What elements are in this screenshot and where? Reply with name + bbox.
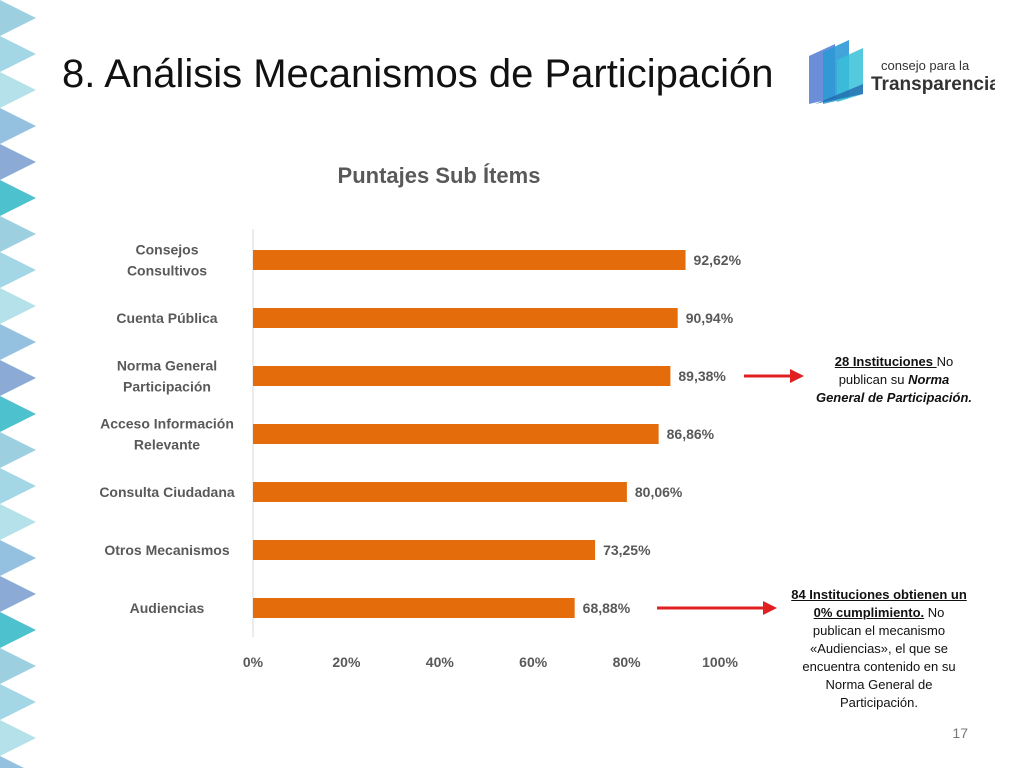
data-label: 80,06%: [635, 484, 683, 500]
arrow-note-1: [744, 369, 804, 383]
arrow-note-2-head: [763, 601, 777, 615]
note1-line1-underlined: 28 Instituciones: [834, 354, 937, 369]
decorative-chevron: [0, 540, 36, 576]
decorative-chevron: [0, 72, 36, 108]
logo-shape-4: [815, 84, 863, 104]
note2-line2-underlined: 0% cumplimiento.: [813, 605, 925, 620]
data-label: 68,88%: [583, 600, 631, 616]
note2-line7: Participación.: [839, 695, 919, 710]
category-label: Norma General Participación: [117, 358, 217, 395]
decorative-chevron: [0, 252, 36, 288]
bar: [253, 250, 686, 270]
category-label: Acceso Información Relevante: [100, 416, 234, 453]
decorative-chevron: [0, 648, 36, 684]
note1-line1-rest: No: [936, 354, 954, 369]
x-tick-label: 80%: [613, 654, 642, 670]
decorative-chevron: [0, 144, 36, 180]
category-label: Consulta Ciudadana: [99, 484, 235, 500]
note1-line2-pre: publican su: [838, 372, 909, 387]
x-tick-label: 100%: [702, 654, 738, 670]
note1-line2-emph: Norma: [908, 372, 950, 387]
category-label: Audiencias: [130, 600, 205, 616]
decorative-chevron: [0, 576, 36, 612]
decorative-chevron: [0, 216, 36, 252]
decorative-chevron: [0, 396, 36, 432]
data-label: 90,94%: [686, 310, 734, 326]
logo-text-line1: consejo para la: [881, 58, 970, 73]
decorative-chevron: [0, 504, 36, 540]
chart-title: Puntajes Sub Ítems: [337, 163, 541, 188]
decorative-chevron: [0, 756, 24, 768]
data-label: 92,62%: [694, 252, 742, 268]
category-label: Otros Mecanismos: [104, 542, 229, 558]
bar: [253, 308, 678, 328]
bar: [253, 540, 596, 560]
decorative-chevron: [0, 288, 36, 324]
x-tick-label: 40%: [426, 654, 455, 670]
decorative-chevron: [0, 684, 36, 720]
note2-line2-rest: No: [924, 605, 945, 620]
decorative-chevron: [0, 360, 36, 396]
decorative-chevron: [0, 0, 36, 36]
category-label: Consejos Consultivos: [127, 242, 207, 279]
note2-line3: publican el mecanismo: [812, 623, 946, 638]
logo-text-line2: Transparencia: [871, 74, 995, 95]
bar: [253, 366, 671, 386]
annotation-norma-general: 28 Instituciones No publican su Norma Ge…: [808, 353, 980, 407]
annotation-audiencias: 84 Instituciones obtienen un 0% cumplimi…: [782, 586, 976, 712]
bar: [253, 598, 575, 618]
decorative-chevron: [0, 432, 36, 468]
note2-line6: Norma General de: [825, 677, 933, 692]
data-label: 86,86%: [667, 426, 715, 442]
x-tick-label: 60%: [519, 654, 548, 670]
consejo-transparencia-logo: consejo para la Transparencia: [809, 40, 995, 104]
note1-line3-emph: General de Participación.: [815, 390, 973, 405]
data-label: 89,38%: [678, 368, 726, 384]
bar: [253, 424, 659, 444]
slide-title: 8. Análisis Mecanismos de Participación: [62, 52, 774, 96]
decorative-chevron: [0, 180, 36, 216]
category-label: Cuenta Pública: [116, 310, 217, 326]
arrow-note-2: [657, 601, 777, 615]
decorative-chevron: [0, 720, 36, 756]
note2-line4: «Audiencias», el que se: [809, 641, 949, 656]
decorative-chevron: [0, 612, 36, 648]
decorative-chevron: [0, 36, 36, 72]
x-tick-label: 0%: [243, 654, 264, 670]
page-number: 17: [952, 725, 968, 741]
decorative-chevron-strip: [0, 0, 36, 768]
x-tick-label: 20%: [332, 654, 361, 670]
bar: [253, 482, 627, 502]
note2-line1-underlined: 84 Instituciones obtienen un: [791, 587, 967, 602]
note2-line5: encuentra contenido en su: [802, 659, 956, 674]
decorative-chevron: [0, 468, 36, 504]
data-label: 73,25%: [603, 542, 651, 558]
decorative-chevron: [0, 324, 36, 360]
decorative-chevron: [0, 108, 36, 144]
arrow-note-1-head: [790, 369, 804, 383]
bar-chart: 92,62% Consejos Consultivos 90,94% Cuenta Pú…: [99, 229, 742, 670]
